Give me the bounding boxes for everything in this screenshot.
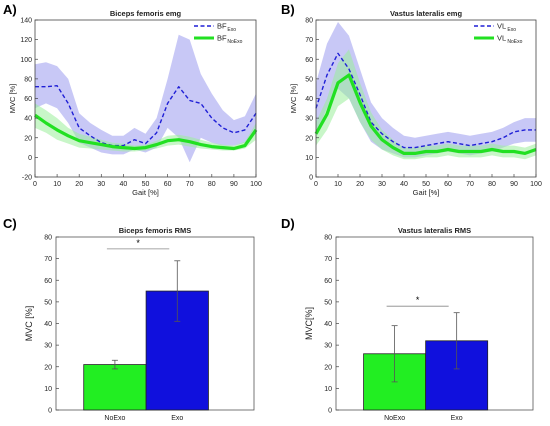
series-line-bf-noexo: [34, 113, 258, 151]
bar-noexo: [83, 364, 147, 411]
x-tick-label: 90: [510, 181, 518, 188]
x-tick-label: 0: [314, 181, 318, 188]
y-tick-label: 30: [44, 343, 52, 350]
significance-marker: *: [416, 295, 420, 305]
y-tick-label: 70: [324, 256, 332, 263]
legend-entry-bf-exo: BF: [217, 22, 227, 31]
panel-b-vastus-lateralis-emg: B) Vastus lateralis emg 0 10 20 30 40 50 60 70 80 9…: [281, 2, 542, 197]
y-tick-label: 70: [305, 37, 313, 44]
series-line-vl-exo: [315, 52, 536, 149]
x-tick-label: 100: [250, 181, 262, 188]
x-tick-label-noexo: NoExo: [384, 415, 405, 422]
y-axis-label: MVC [%]: [8, 84, 17, 114]
y-tick-label: 80: [44, 235, 52, 242]
y-tick-label: 70: [44, 256, 52, 263]
x-tick-label: 10: [334, 181, 342, 188]
legend-subscript: NoExo: [227, 39, 242, 45]
y-tick-label: 20: [24, 135, 32, 142]
y-tick-label: 40: [44, 321, 52, 328]
y-axis-label: MVC [%]: [289, 84, 298, 114]
y-tick-label: 0: [309, 175, 313, 182]
y-tick-label: 10: [305, 155, 313, 162]
y-tick-label: 0: [48, 408, 52, 415]
x-tick-label: 90: [230, 181, 238, 188]
y-tick-label: -20: [22, 175, 32, 182]
x-tick-label: 60: [164, 181, 172, 188]
legend-entry-vl-noexo: VL: [497, 34, 506, 43]
y-tick-label: 20: [324, 364, 332, 371]
panel-c-biceps-femoris-rms: C) Biceps femoris RMS 0 10 20 30 40 50 60 70 80 MVC…: [3, 216, 255, 422]
chart-title: Biceps femoris emg: [110, 9, 182, 18]
sd-band-bf-exo: [35, 34, 256, 163]
y-tick-label: 10: [44, 386, 52, 393]
y-tick-label: 40: [324, 321, 332, 328]
y-axis-label: MVC [%]: [24, 306, 34, 342]
sd-band-vl-noexo: [316, 49, 536, 160]
legend-entry-bf-noexo: BF: [217, 34, 227, 43]
x-tick-label: 40: [400, 181, 408, 188]
y-tick-label: 80: [24, 76, 32, 83]
y-tick-label: 60: [305, 57, 313, 64]
x-tick-label: 80: [488, 181, 496, 188]
x-tick-label: 50: [422, 181, 430, 188]
y-tick-label: 30: [324, 343, 332, 350]
panel-letter: D): [281, 216, 295, 231]
x-tick-label: 50: [142, 181, 150, 188]
x-tick-label: 10: [53, 181, 61, 188]
panel-a-biceps-femoris-emg: A) Biceps femoris emg 0 10 20 30 40 50 60 70 80 90 1…: [3, 2, 262, 197]
y-tick-label: 120: [20, 37, 32, 44]
panel-d-vastus-lateralis-rms: D) Vastus lateralis RMS 0 10 20 30 40 50 60 70 80 M…: [281, 216, 534, 422]
y-tick-label: 50: [324, 299, 332, 306]
legend-entry-vl-exo: VL: [497, 22, 506, 31]
y-tick-label: 10: [324, 386, 332, 393]
x-tick-label: 20: [75, 181, 83, 188]
y-tick-label: 50: [44, 299, 52, 306]
x-tick-label: 60: [444, 181, 452, 188]
panel-letter: A): [3, 2, 17, 17]
panel-letter: B): [281, 2, 295, 17]
y-tick-label: 20: [305, 135, 313, 142]
y-tick-label: 40: [24, 116, 32, 123]
series-line-vl-noexo: [314, 73, 537, 155]
x-tick-label: 80: [208, 181, 216, 188]
y-tick-label: 80: [305, 18, 313, 25]
y-tick-label: 140: [20, 18, 32, 25]
significance-marker: *: [136, 238, 140, 248]
y-tick-label: 0: [28, 155, 32, 162]
y-tick-label: 80: [324, 235, 332, 242]
x-tick-label: 30: [378, 181, 386, 188]
x-tick-label: 40: [120, 181, 128, 188]
y-tick-label: 60: [44, 278, 52, 285]
y-tick-label: 40: [305, 96, 313, 103]
x-tick-label: 70: [466, 181, 474, 188]
panel-letter: C): [3, 216, 17, 231]
legend-subscript: NoExo: [507, 39, 522, 45]
x-tick-label-noexo: NoExo: [104, 415, 125, 422]
x-tick-label: 20: [356, 181, 364, 188]
y-tick-label: 30: [305, 116, 313, 123]
chart-title: Vastus lateralis emg: [390, 9, 463, 18]
y-tick-label: 60: [24, 96, 32, 103]
x-tick-label: 0: [33, 181, 37, 188]
x-tick-label: 30: [97, 181, 105, 188]
y-tick-label: 0: [328, 408, 332, 415]
y-tick-label: 20: [44, 364, 52, 371]
y-tick-label: 100: [20, 57, 32, 64]
sd-band-bf-noexo: [35, 103, 256, 152]
series-line-bf-exo: [35, 84, 257, 147]
x-tick-label-exo: Exo: [171, 415, 183, 422]
y-tick-label: 50: [305, 76, 313, 83]
chart-title: Biceps femoris RMS: [119, 226, 192, 235]
x-axis-label: Gait [%]: [132, 188, 159, 197]
legend-subscript: Exo: [507, 27, 516, 33]
x-axis-label: Gait [%]: [413, 188, 440, 197]
chart-title: Vastus lateralis RMS: [398, 226, 471, 235]
x-tick-label: 70: [186, 181, 194, 188]
y-tick-label: 60: [324, 278, 332, 285]
legend-subscript: Exo: [227, 27, 236, 33]
y-axis-label: MVC[%]: [304, 307, 314, 340]
x-tick-label: 100: [530, 181, 542, 188]
x-tick-label-exo: Exo: [451, 415, 463, 422]
